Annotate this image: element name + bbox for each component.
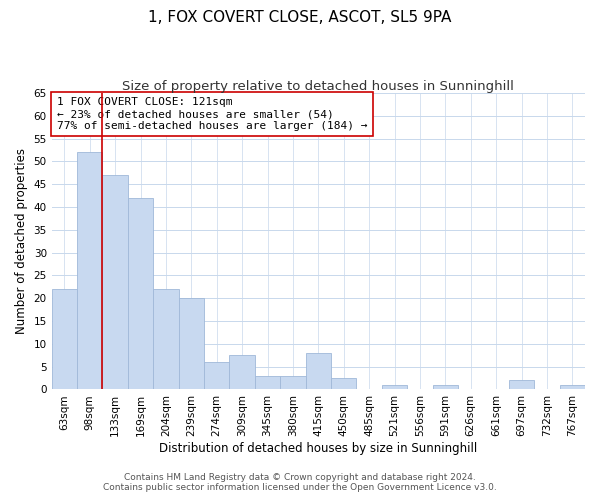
Text: 1, FOX COVERT CLOSE, ASCOT, SL5 9PA: 1, FOX COVERT CLOSE, ASCOT, SL5 9PA [148, 10, 452, 25]
Bar [128, 198, 153, 390]
Bar [179, 298, 204, 390]
Bar [103, 175, 128, 390]
Bar [77, 152, 103, 390]
Bar [204, 362, 229, 390]
Bar [280, 376, 305, 390]
Bar [52, 289, 77, 390]
Bar [560, 385, 585, 390]
Bar [382, 385, 407, 390]
Bar [433, 385, 458, 390]
Bar [305, 353, 331, 390]
X-axis label: Distribution of detached houses by size in Sunninghill: Distribution of detached houses by size … [159, 442, 478, 455]
Bar [255, 376, 280, 390]
Bar [153, 289, 179, 390]
Y-axis label: Number of detached properties: Number of detached properties [15, 148, 28, 334]
Bar [509, 380, 534, 390]
Title: Size of property relative to detached houses in Sunninghill: Size of property relative to detached ho… [122, 80, 514, 93]
Bar [331, 378, 356, 390]
Text: 1 FOX COVERT CLOSE: 121sqm
← 23% of detached houses are smaller (54)
77% of semi: 1 FOX COVERT CLOSE: 121sqm ← 23% of deta… [57, 98, 367, 130]
Bar [229, 356, 255, 390]
Text: Contains HM Land Registry data © Crown copyright and database right 2024.
Contai: Contains HM Land Registry data © Crown c… [103, 473, 497, 492]
